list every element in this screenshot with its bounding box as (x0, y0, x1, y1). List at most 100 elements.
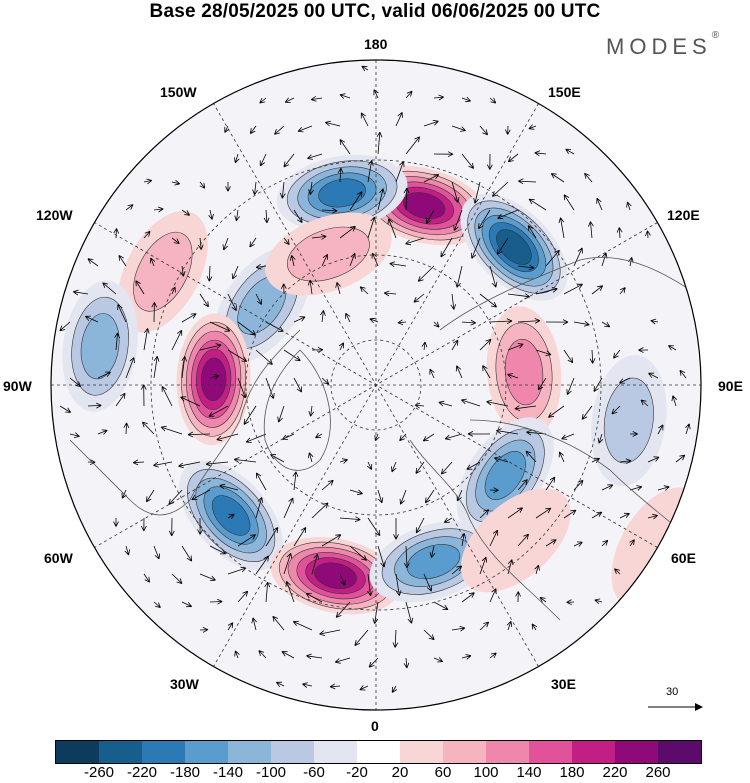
wind-arrow (405, 237, 425, 246)
wind-arrow (359, 286, 369, 295)
wind-arrow (349, 545, 367, 561)
wind-arrow (319, 629, 341, 636)
wind-arrow (466, 461, 481, 470)
asia-outline (439, 256, 691, 331)
colorbar-segment (99, 741, 142, 763)
wind-arrow (455, 365, 463, 379)
wind-arrow (321, 207, 338, 214)
wind-arrow (619, 512, 630, 519)
wind-arrow (311, 553, 319, 575)
wind-arrow (405, 601, 414, 624)
europe-outline (409, 439, 561, 621)
wind-arrow (293, 316, 306, 323)
wind-arrow (367, 216, 376, 239)
wind-arrow (171, 573, 183, 584)
wind-arrow (395, 111, 403, 127)
wind-arrow (302, 682, 313, 688)
wind-arrow (438, 400, 453, 407)
reference-vector (648, 703, 703, 711)
colorbar-tick-label: 260 (645, 764, 671, 781)
wind-arrow (251, 617, 257, 631)
wind-arrow (149, 257, 156, 267)
wind-arrow (629, 539, 635, 547)
wind-arrow (171, 179, 181, 186)
wind-arrow (573, 479, 584, 491)
wind-arrow (473, 181, 481, 204)
wind-arrow (87, 402, 102, 409)
colorbar (55, 740, 702, 764)
wind-arrow (486, 153, 493, 170)
colorbar-segment (314, 741, 357, 763)
wind-arrow (72, 289, 89, 296)
wind-arrow (337, 167, 344, 183)
wind-arrow (97, 429, 108, 435)
wind-arrow (517, 479, 528, 491)
wind-arrow (297, 125, 313, 133)
wind-arrow (423, 629, 435, 641)
wind-arrow (647, 513, 658, 520)
brand-name: MODES (606, 34, 712, 59)
wind-arrow (619, 458, 632, 465)
wind-arrow (415, 461, 425, 474)
wind-arrow (507, 507, 523, 519)
wind-arrow (584, 172, 593, 183)
wind-arrow (84, 315, 99, 323)
wind-arrow (345, 312, 351, 323)
lon-label-150e: 150E (548, 84, 581, 100)
colorbar-segment (486, 741, 529, 763)
wind-arrow (277, 405, 285, 423)
wind-arrow (517, 318, 541, 324)
wind-arrow (497, 237, 509, 255)
wind-arrow (199, 181, 206, 189)
lon-label-60w: 60W (44, 550, 73, 566)
colorbar-segment (572, 741, 615, 763)
wind-arrow (395, 573, 402, 596)
wind-arrow (507, 153, 519, 163)
wind-arrow (249, 125, 257, 134)
wind-arrow (225, 182, 231, 192)
wind-arrow (143, 573, 150, 583)
wind-arrow (451, 181, 460, 203)
wind-arrow (237, 590, 249, 603)
wind-arrow (616, 227, 623, 239)
wind-arrow (563, 194, 575, 211)
wind-arrow (311, 234, 327, 240)
wind-arrow (361, 65, 369, 72)
wind-arrow (199, 573, 216, 581)
wind-arrow (308, 181, 314, 195)
wind-arrow (199, 343, 222, 351)
wind-arrow (292, 471, 299, 491)
wind-arrow (421, 341, 428, 351)
wind-vectors (59, 65, 691, 693)
wind-arrow (648, 372, 659, 379)
colorbar-segment (658, 741, 701, 763)
wind-arrow (209, 321, 231, 332)
wind-arrow (97, 371, 111, 379)
wind-arrow (161, 385, 173, 407)
lat-circle-40 (150, 159, 602, 611)
wind-arrow (263, 209, 270, 224)
lon-label-30w: 30W (170, 676, 199, 692)
wind-arrow (209, 545, 227, 555)
wind-arrow (489, 529, 499, 547)
wind-arrow (59, 405, 72, 413)
wind-arrow (647, 456, 660, 463)
wind-arrow (433, 321, 440, 328)
wind-arrow (479, 621, 490, 631)
colorbar-tick-label: 180 (559, 764, 585, 781)
registered-mark: ® (711, 30, 720, 41)
wind-arrow (285, 581, 295, 603)
wind-arrow (255, 497, 264, 519)
wind-arrow (219, 483, 239, 491)
modes-logo: MODES® (606, 30, 719, 60)
wind-arrow (668, 345, 677, 351)
wind-arrow (118, 254, 127, 267)
wind-arrow (339, 225, 356, 239)
map-border (50, 59, 702, 711)
wind-arrow (518, 178, 537, 185)
wind-arrow (160, 425, 183, 435)
lon-label-90e: 90E (718, 378, 743, 394)
negative-anomaly-contour (318, 178, 366, 208)
wind-arrow (124, 545, 130, 556)
colorbar-tick-label: -220 (126, 764, 158, 781)
